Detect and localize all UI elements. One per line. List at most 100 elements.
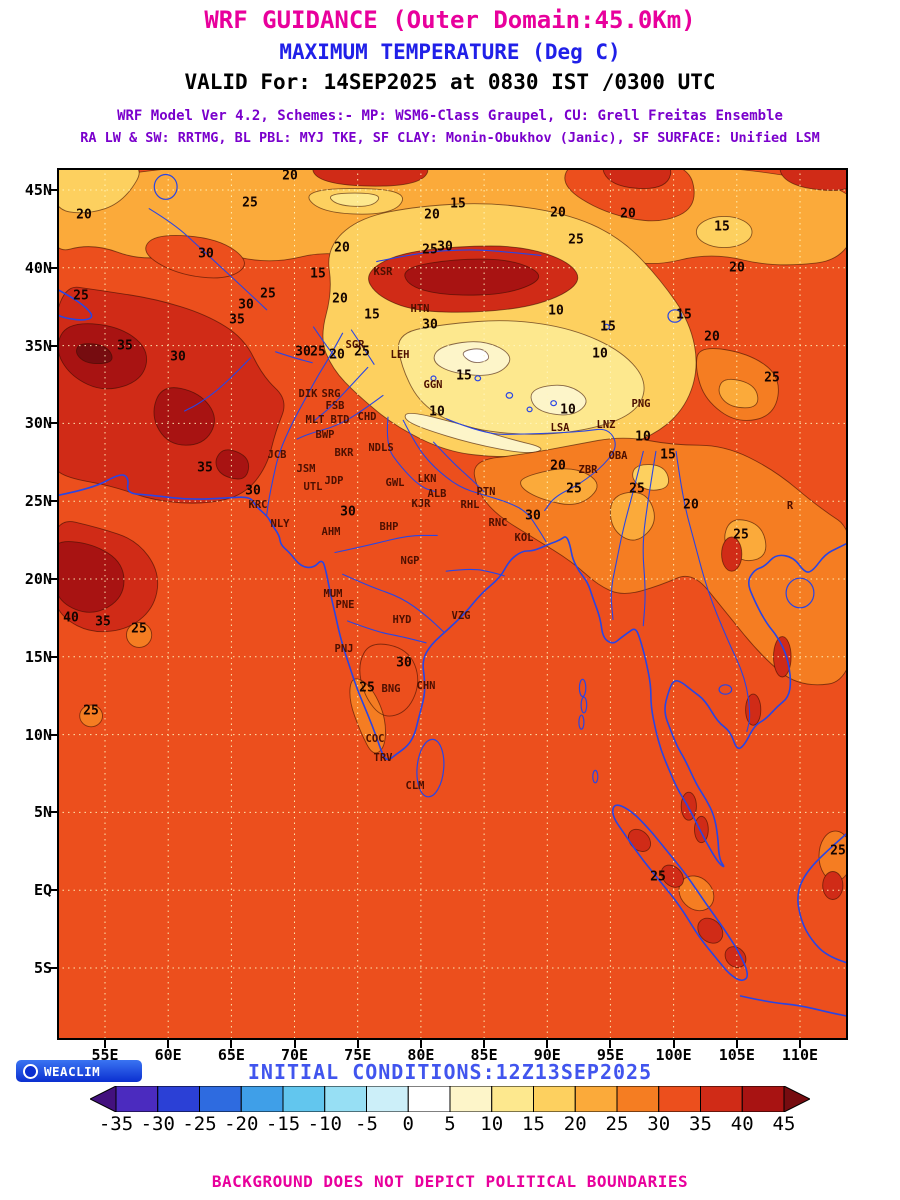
city-label: AHM xyxy=(321,525,341,538)
contour-label: 30 xyxy=(396,655,412,671)
lat-tick-label: 45N xyxy=(24,181,52,199)
city-label: JCB xyxy=(267,448,287,461)
contour-label: 15 xyxy=(714,219,730,235)
colorbar-segment xyxy=(449,1085,493,1113)
city-label: PNE xyxy=(335,598,355,611)
lon-tick-label: 100E xyxy=(655,1046,692,1064)
colorbar-tick-label: 25 xyxy=(605,1113,629,1135)
contour-label: 35 xyxy=(229,312,245,328)
contour-label: 10 xyxy=(635,429,651,445)
colorbar-segment xyxy=(199,1085,242,1113)
lon-tick xyxy=(672,1040,675,1048)
city-label: HTN xyxy=(410,302,430,315)
contour-label: 25 xyxy=(650,869,666,885)
colorbar-segment xyxy=(240,1085,284,1113)
city-label: KRC xyxy=(248,498,268,511)
city-label: LKN xyxy=(417,472,437,485)
temperature-map-canvas xyxy=(57,168,848,1040)
colorbar-segment xyxy=(366,1085,409,1113)
lon-tick xyxy=(483,1040,486,1048)
lat-tick xyxy=(49,344,57,347)
contour-label: 25 xyxy=(131,621,147,637)
lat-tick-label: 25N xyxy=(24,492,52,511)
city-label: CHD xyxy=(357,410,377,423)
lon-tick xyxy=(356,1040,359,1048)
lat-tick xyxy=(49,967,57,969)
contour-label: 10 xyxy=(592,346,608,362)
contour-label: 30 xyxy=(245,483,261,499)
colorbar-segment xyxy=(282,1085,326,1113)
colorbar-left-arrow xyxy=(88,1085,117,1113)
city-label: ZBR xyxy=(578,463,598,476)
contour-label: 35 xyxy=(117,338,133,354)
contour-label: 30 xyxy=(437,239,453,255)
plot-subtitle: MAXIMUM TEMPERATURE (Deg C) xyxy=(279,40,621,64)
lon-tick-label: 70E xyxy=(280,1046,309,1064)
city-label: JDP xyxy=(324,474,344,487)
city-label: PNJ xyxy=(334,642,354,655)
contour-label: 15 xyxy=(676,307,692,323)
lat-tick xyxy=(49,655,57,658)
lon-tick xyxy=(293,1040,296,1048)
initial-conditions-line: INITIAL CONDITIONS:12Z13SEP2025 xyxy=(247,1060,653,1084)
lon-tick xyxy=(230,1040,233,1048)
lon-tick-label: 85E xyxy=(470,1046,498,1064)
city-label: NDLS xyxy=(368,441,394,454)
temperature-fill-regions xyxy=(57,168,848,1040)
lat-tick-label: 15N xyxy=(24,647,52,666)
colorbar-tick-label: -5 xyxy=(355,1113,378,1135)
lat-tick-label: 5N xyxy=(33,803,52,822)
city-label: R xyxy=(786,499,794,512)
colorbar-tick-label: -10 xyxy=(307,1113,342,1135)
colorbar-tick-label: 40 xyxy=(730,1113,754,1135)
contour-label: 25 xyxy=(354,344,370,360)
colorbar-segment xyxy=(324,1085,367,1113)
city-label: PNG xyxy=(631,397,651,410)
contour-label: 10 xyxy=(429,404,445,420)
contour-label: 15 xyxy=(310,266,326,282)
contour-label: 30 xyxy=(170,349,186,365)
colorbar-tick-label: 20 xyxy=(563,1113,587,1135)
lon-tick-label: 55E xyxy=(91,1046,119,1064)
colorbar-segment xyxy=(741,1085,785,1113)
page-title: WRF GUIDANCE (Outer Domain:45.0Km) xyxy=(204,6,696,34)
colorbar-tick-label: -15 xyxy=(265,1113,301,1135)
weaclim-logo: WEACLIM xyxy=(16,1060,142,1082)
contour-label: 15 xyxy=(660,447,676,463)
contour-label: 30 xyxy=(295,344,311,360)
contour-label: 35 xyxy=(95,614,111,630)
lat-tick-label: 30N xyxy=(24,414,52,433)
coastlines-and-rivers xyxy=(57,173,848,1018)
city-label: RHL xyxy=(460,498,480,511)
contour-label: 25 xyxy=(568,232,584,248)
graticule-gridlines xyxy=(57,168,848,1040)
city-label: RNC xyxy=(488,516,508,529)
lon-tick-label: 95E xyxy=(596,1046,624,1064)
city-label: SGR xyxy=(345,338,365,351)
city-label: PTN xyxy=(476,485,496,498)
colorbar-tick-label: -20 xyxy=(224,1113,259,1135)
colorbar-canvas xyxy=(88,1085,812,1113)
city-label: BHP xyxy=(379,520,399,533)
lat-tick-label: 40N xyxy=(24,258,52,277)
lon-tick xyxy=(609,1040,612,1048)
city-label: LSA xyxy=(550,421,570,434)
colorbar xyxy=(88,1085,812,1113)
city-label: BKR xyxy=(334,446,354,459)
city-label: LEH xyxy=(390,348,410,361)
city-label: KSR xyxy=(373,265,393,278)
contour-label: 35 xyxy=(197,460,213,476)
contour-label: 30 xyxy=(525,508,541,524)
contour-label: 25 xyxy=(764,370,780,386)
lon-tick xyxy=(546,1040,549,1048)
contour-label: 20 xyxy=(550,458,566,474)
city-label: NLY xyxy=(270,517,290,530)
contour-label: 15 xyxy=(450,196,466,212)
lon-tick-label: 80E xyxy=(407,1046,435,1064)
contour-label: 20 xyxy=(704,329,720,345)
city-label: VZG xyxy=(451,609,471,622)
city-label: UTL xyxy=(303,480,323,493)
colorbar-tick-label: -30 xyxy=(140,1113,175,1135)
colorbar-segment xyxy=(700,1085,743,1113)
